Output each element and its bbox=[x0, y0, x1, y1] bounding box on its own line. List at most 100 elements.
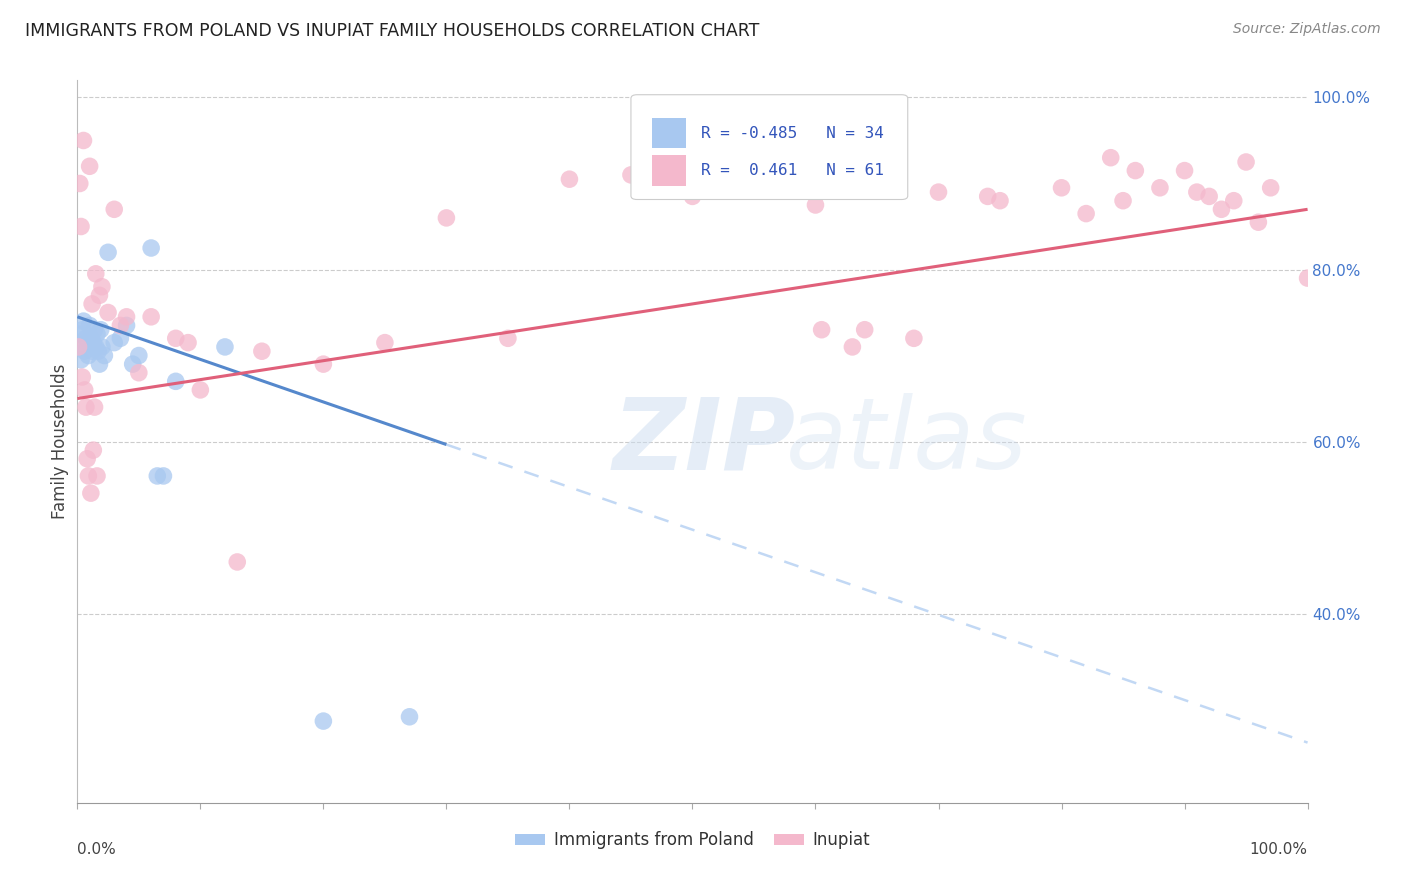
Text: Source: ZipAtlas.com: Source: ZipAtlas.com bbox=[1233, 22, 1381, 37]
Point bbox=[977, 189, 1000, 203]
Point bbox=[90, 340, 114, 354]
Point bbox=[128, 366, 150, 380]
Point bbox=[89, 288, 111, 302]
Point bbox=[1125, 163, 1147, 178]
Point bbox=[128, 349, 150, 363]
Bar bbox=[652, 155, 686, 186]
Point bbox=[70, 323, 93, 337]
Point bbox=[165, 331, 187, 345]
Point bbox=[70, 352, 93, 367]
Point bbox=[77, 349, 100, 363]
Point bbox=[1234, 155, 1257, 169]
Point bbox=[620, 168, 643, 182]
Point bbox=[89, 357, 111, 371]
Point bbox=[682, 189, 704, 203]
Point bbox=[928, 185, 950, 199]
Point bbox=[90, 323, 112, 337]
Point bbox=[841, 340, 863, 354]
Point bbox=[75, 331, 97, 345]
Point bbox=[84, 340, 107, 354]
Point bbox=[853, 323, 876, 337]
Point bbox=[72, 133, 94, 147]
Point bbox=[79, 159, 101, 173]
Point bbox=[67, 340, 90, 354]
Point bbox=[80, 486, 103, 500]
Point bbox=[83, 323, 105, 337]
Point bbox=[77, 469, 100, 483]
Point bbox=[1076, 206, 1098, 220]
Point bbox=[436, 211, 458, 225]
Point bbox=[141, 310, 163, 324]
Point bbox=[121, 357, 143, 371]
Point bbox=[188, 383, 212, 397]
Point bbox=[110, 318, 132, 333]
Point bbox=[558, 172, 581, 186]
Point bbox=[82, 443, 104, 458]
Point bbox=[1198, 189, 1220, 203]
Point bbox=[1050, 181, 1073, 195]
Point bbox=[1149, 181, 1171, 195]
Point bbox=[72, 314, 94, 328]
Point bbox=[83, 400, 105, 414]
Point bbox=[1185, 185, 1208, 199]
Point bbox=[496, 331, 519, 345]
Text: R =  0.461   N = 61: R = 0.461 N = 61 bbox=[702, 163, 884, 178]
Point bbox=[1223, 194, 1246, 208]
FancyBboxPatch shape bbox=[631, 95, 908, 200]
Point bbox=[79, 318, 101, 333]
Point bbox=[80, 331, 103, 345]
Point bbox=[84, 267, 107, 281]
Point bbox=[1211, 202, 1233, 217]
Legend: Immigrants from Poland, Inupiat: Immigrants from Poland, Inupiat bbox=[509, 824, 876, 856]
Point bbox=[70, 219, 93, 234]
Point bbox=[76, 335, 98, 350]
Point bbox=[86, 326, 108, 341]
Point bbox=[115, 318, 138, 333]
Point bbox=[75, 400, 97, 414]
Point bbox=[103, 335, 125, 350]
Point bbox=[97, 305, 120, 319]
Point bbox=[742, 163, 765, 178]
Point bbox=[214, 340, 236, 354]
Point bbox=[398, 710, 420, 724]
Point bbox=[141, 241, 163, 255]
Point bbox=[1174, 163, 1197, 178]
Point bbox=[312, 714, 335, 728]
Point bbox=[73, 344, 96, 359]
Point bbox=[1296, 271, 1319, 285]
Point bbox=[73, 383, 96, 397]
Point bbox=[1247, 215, 1270, 229]
Point bbox=[152, 469, 174, 483]
Point bbox=[110, 331, 132, 345]
Point bbox=[312, 357, 335, 371]
Point bbox=[82, 297, 104, 311]
Point bbox=[903, 331, 925, 345]
Point bbox=[87, 344, 110, 359]
Point bbox=[374, 335, 396, 350]
Text: atlas: atlas bbox=[786, 393, 1028, 490]
Point bbox=[115, 310, 138, 324]
Point bbox=[82, 335, 104, 350]
Text: R = -0.485   N = 34: R = -0.485 N = 34 bbox=[702, 126, 884, 141]
Point bbox=[1099, 151, 1122, 165]
Point bbox=[69, 340, 91, 354]
Point bbox=[177, 335, 200, 350]
Point bbox=[93, 349, 115, 363]
Point bbox=[86, 469, 108, 483]
Point bbox=[250, 344, 273, 359]
Point bbox=[69, 177, 91, 191]
Point bbox=[90, 279, 114, 293]
Point bbox=[804, 198, 827, 212]
Point bbox=[1112, 194, 1135, 208]
Text: 0.0%: 0.0% bbox=[77, 841, 117, 856]
Point bbox=[103, 202, 125, 217]
Text: 100.0%: 100.0% bbox=[1250, 841, 1308, 856]
Point bbox=[82, 344, 104, 359]
Point bbox=[165, 375, 187, 389]
Point bbox=[866, 146, 889, 161]
Point bbox=[1260, 181, 1282, 195]
Point bbox=[988, 194, 1011, 208]
Text: IMMIGRANTS FROM POLAND VS INUPIAT FAMILY HOUSEHOLDS CORRELATION CHART: IMMIGRANTS FROM POLAND VS INUPIAT FAMILY… bbox=[25, 22, 759, 40]
Point bbox=[810, 323, 832, 337]
Point bbox=[67, 326, 90, 341]
